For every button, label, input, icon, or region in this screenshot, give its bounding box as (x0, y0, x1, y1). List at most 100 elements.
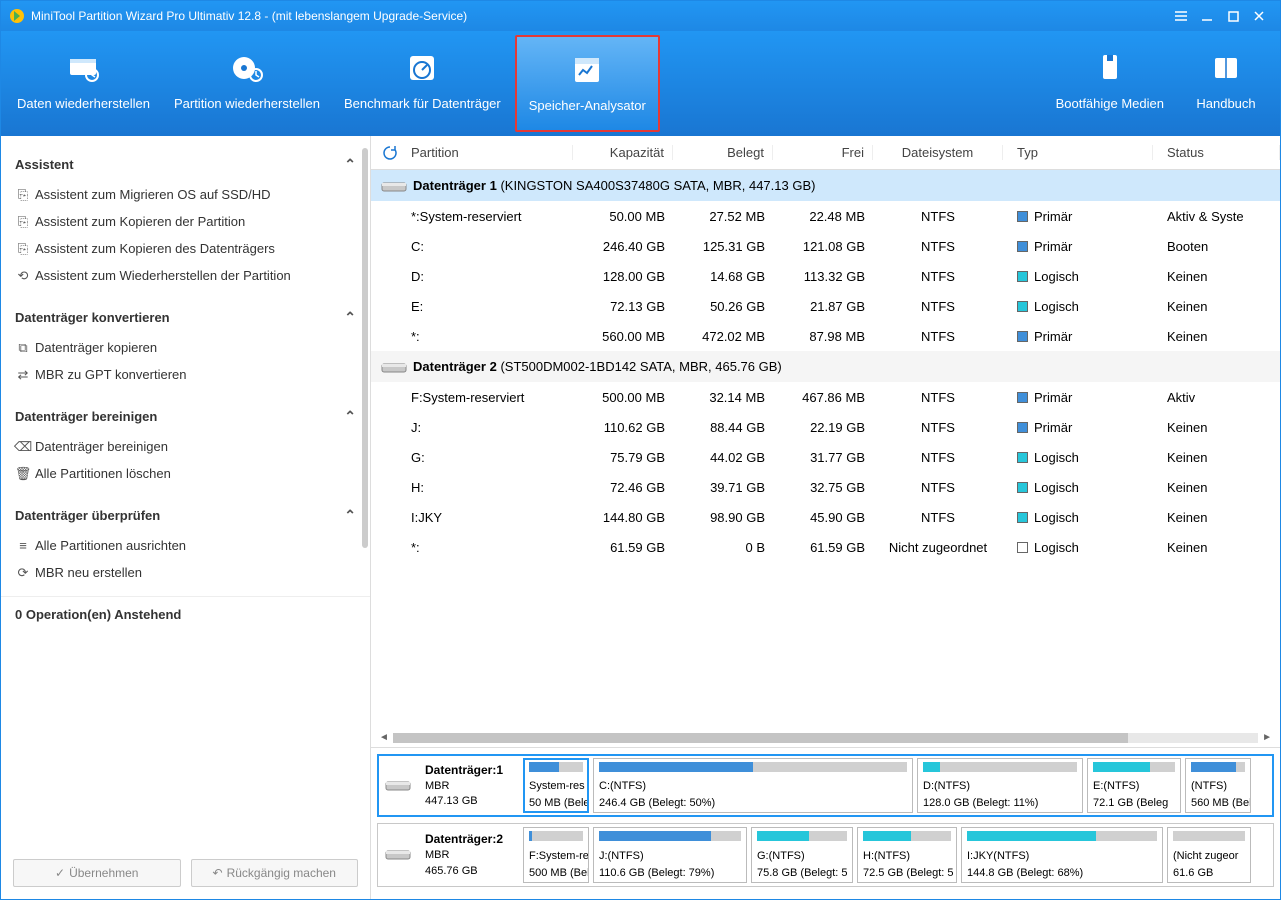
diskmap-partition[interactable]: (Nicht zugeor61.6 GB (1167, 827, 1251, 883)
partition-row[interactable]: *:61.59 GB0 B61.59 GBNicht zugeordnetLog… (371, 532, 1280, 562)
col-capacity[interactable]: Kapazität (573, 145, 673, 160)
cell-used: 0 B (673, 540, 773, 555)
cell-free: 22.19 GB (773, 420, 873, 435)
cell-capacity: 110.62 GB (573, 420, 673, 435)
diskmap-partition[interactable]: G:(NTFS)75.8 GB (Belegt: 5 (751, 827, 853, 883)
partition-row[interactable]: G:75.79 GB44.02 GB31.77 GBNTFSLogischKei… (371, 442, 1280, 472)
cell-free: 45.90 GB (773, 510, 873, 525)
cell-partition: J: (403, 420, 573, 435)
col-partition[interactable]: Partition (403, 145, 573, 160)
cell-type: Logisch (1003, 450, 1153, 465)
dm-part-detail: 110.6 GB (Belegt: 79%) (599, 867, 741, 879)
table-header: Partition Kapazität Belegt Frei Dateisys… (371, 136, 1280, 170)
partition-row[interactable]: J:110.62 GB88.44 GB22.19 GBNTFSPrimärKei… (371, 412, 1280, 442)
sidebar-item[interactable]: ⎘Assistent zum Kopieren des Datenträgers (1, 235, 370, 262)
partition-row[interactable]: D:128.00 GB14.68 GB113.32 GBNTFSLogischK… (371, 261, 1280, 291)
partition-row[interactable]: E:72.13 GB50.26 GB21.87 GBNTFSLogischKei… (371, 291, 1280, 321)
diskmap-partition[interactable]: System-res50 MB (Bele (523, 758, 589, 814)
cell-partition: C: (403, 239, 573, 254)
sidebar-scrollbar[interactable] (362, 148, 368, 548)
diskmap-partition[interactable]: I:JKY(NTFS)144.8 GB (Belegt: 68%) (961, 827, 1163, 883)
cell-free: 87.98 MB (773, 329, 873, 344)
diskmap-partition[interactable]: C:(NTFS)246.4 GB (Belegt: 50%) (593, 758, 913, 814)
cell-used: 88.44 GB (673, 420, 773, 435)
toolbar-handbook[interactable]: Handbuch (1176, 31, 1276, 136)
sidebar-item[interactable]: ⇄MBR zu GPT konvertieren (1, 361, 370, 388)
chevron-up-icon: ⌃ (344, 507, 356, 524)
cell-status: Keinen (1153, 540, 1280, 555)
diskmap-row[interactable]: Datenträger:1MBR447.13 GBSystem-res50 MB… (377, 754, 1274, 818)
section-header[interactable]: Datenträger überprüfen⌃ (1, 499, 370, 532)
partition-row[interactable]: H:72.46 GB39.71 GB32.75 GBNTFSLogischKei… (371, 472, 1280, 502)
section-header[interactable]: Datenträger konvertieren⌃ (1, 301, 370, 334)
horizontal-scrollbar[interactable]: ◄► (371, 729, 1280, 747)
toolbar-recover-data[interactable]: Daten wiederherstellen (5, 31, 162, 136)
toolbar-recover-partition[interactable]: Partition wiederherstellen (162, 31, 332, 136)
sidebar-footer: ✓Übernehmen ↶Rückgängig machen (1, 847, 370, 899)
sidebar-item[interactable]: ⟲Assistent zum Wiederherstellen der Part… (1, 262, 370, 289)
partition-row[interactable]: *:System-reserviert50.00 MB27.52 MB22.48… (371, 201, 1280, 231)
sidebar-item[interactable]: ⧉Datenträger kopieren (1, 334, 370, 361)
disk-name: Datenträger 1 (413, 178, 497, 193)
sidebar-item[interactable]: ⎘Assistent zum Kopieren der Partition (1, 208, 370, 235)
cell-filesystem: NTFS (873, 390, 1003, 405)
section-title: Datenträger bereinigen (15, 409, 157, 424)
diskmap-partition[interactable]: (NTFS)560 MB (Bel (1185, 758, 1251, 814)
section-header[interactable]: Datenträger bereinigen⌃ (1, 400, 370, 433)
dm-part-name: E:(NTFS) (1093, 780, 1175, 792)
partition-row[interactable]: C:246.40 GB125.31 GB121.08 GBNTFSPrimärB… (371, 231, 1280, 261)
col-filesystem[interactable]: Dateisystem (873, 145, 1003, 160)
cell-partition: D: (403, 269, 573, 284)
partition-row[interactable]: I:JKY144.80 GB98.90 GB45.90 GBNTFSLogisc… (371, 502, 1280, 532)
dm-part-name: C:(NTFS) (599, 780, 907, 792)
partition-row[interactable]: *:560.00 MB472.02 MB87.98 MBNTFSPrimärKe… (371, 321, 1280, 351)
col-free[interactable]: Frei (773, 145, 873, 160)
menu-button[interactable] (1168, 6, 1194, 26)
sidebar-item[interactable]: ⎘Assistent zum Migrieren OS auf SSD/HD (1, 181, 370, 208)
minimize-button[interactable] (1194, 6, 1220, 26)
diskmap-partition[interactable]: H:(NTFS)72.5 GB (Belegt: 5 (857, 827, 957, 883)
disk-header-row[interactable]: Datenträger 1 (KINGSTON SA400S37480G SAT… (371, 170, 1280, 201)
handbook-icon (1208, 50, 1244, 86)
disk-header-row[interactable]: Datenträger 2 (ST500DM002-1BD142 SATA, M… (371, 351, 1280, 382)
toolbar-space-analyzer[interactable]: Speicher-Analysator (515, 35, 660, 132)
toolbar-benchmark[interactable]: Benchmark für Datenträger (332, 31, 513, 136)
toolbar-bootable[interactable]: Bootfähige Medien (1044, 31, 1176, 136)
partition-row[interactable]: F:System-reserviert500.00 MB32.14 MB467.… (371, 382, 1280, 412)
sidebar-item[interactable]: 🗑Alle Partitionen löschen (1, 460, 370, 487)
benchmark-icon (404, 50, 440, 86)
col-used[interactable]: Belegt (673, 145, 773, 160)
diskmap-partition[interactable]: J:(NTFS)110.6 GB (Belegt: 79%) (593, 827, 747, 883)
cell-used: 98.90 GB (673, 510, 773, 525)
cell-partition: I:JKY (403, 510, 573, 525)
toolbar: Daten wiederherstellen Partition wiederhe… (1, 31, 1280, 136)
col-status[interactable]: Status (1153, 145, 1280, 160)
dm-part-name: G:(NTFS) (757, 850, 847, 862)
cell-type: Primär (1003, 209, 1153, 224)
cell-capacity: 72.46 GB (573, 480, 673, 495)
migrate-icon: ⎘ (15, 187, 31, 203)
cell-used: 39.71 GB (673, 480, 773, 495)
cell-capacity: 128.00 GB (573, 269, 673, 284)
cell-status: Keinen (1153, 420, 1280, 435)
sidebar-item[interactable]: ⟳MBR neu erstellen (1, 559, 370, 586)
diskmap-partition[interactable]: D:(NTFS)128.0 GB (Belegt: 11%) (917, 758, 1083, 814)
diskmap-partition[interactable]: E:(NTFS) 72.1 GB (Beleg (1087, 758, 1181, 814)
cell-free: 32.75 GB (773, 480, 873, 495)
close-button[interactable] (1246, 6, 1272, 26)
disk-icon (381, 827, 415, 883)
undo-button[interactable]: ↶Rückgängig machen (191, 859, 359, 887)
diskmap-row[interactable]: Datenträger:2MBR465.76 GBF:System-re500 … (377, 823, 1274, 887)
apply-button[interactable]: ✓Übernehmen (13, 859, 181, 887)
dm-part-detail: 500 MB (Bel (529, 867, 583, 879)
cell-type: Logisch (1003, 269, 1153, 284)
maximize-button[interactable] (1220, 6, 1246, 26)
sidebar-item[interactable]: ⌫Datenträger bereinigen (1, 433, 370, 460)
col-type[interactable]: Typ (1003, 145, 1153, 160)
dm-part-detail: 72.1 GB (Beleg (1093, 797, 1175, 809)
refresh-button[interactable] (377, 145, 403, 161)
section-header[interactable]: Assistent⌃ (1, 148, 370, 181)
toolbar-label: Daten wiederherstellen (17, 96, 150, 111)
sidebar-item[interactable]: ≡Alle Partitionen ausrichten (1, 532, 370, 559)
diskmap-partition[interactable]: F:System-re500 MB (Bel (523, 827, 589, 883)
